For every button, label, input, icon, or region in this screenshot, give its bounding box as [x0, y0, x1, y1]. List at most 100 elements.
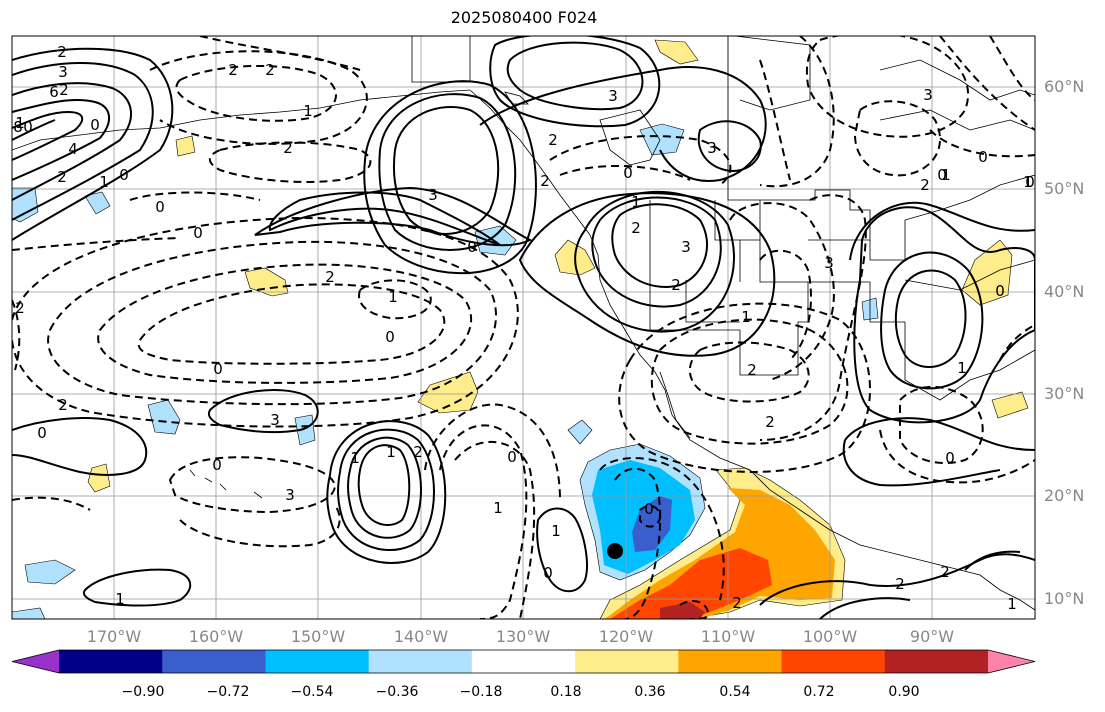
colorbar-tick-label: −0.36: [375, 684, 419, 700]
contour-label: 2: [732, 594, 742, 612]
contour-label: 1: [957, 359, 967, 377]
contour-label: 2: [57, 168, 67, 186]
colorbar-tick-label: −0.54: [290, 684, 334, 700]
colorbar-segment: [781, 650, 886, 673]
contour-label: 2: [940, 563, 950, 581]
lat-label-30n: 30°N: [1044, 384, 1085, 403]
contour-label: 2: [413, 443, 423, 461]
contour-label: 0: [213, 360, 223, 378]
contour-label: 0: [937, 166, 947, 184]
colorbar-segment: [162, 650, 266, 673]
contour-label: 1: [15, 114, 25, 132]
contour-label: 8: [13, 118, 23, 136]
contour-label: 2: [265, 61, 275, 79]
contour-label: 1: [303, 102, 313, 120]
colorbar-segment: [678, 650, 783, 673]
contour-label: 2: [57, 43, 67, 61]
contour-label: 2: [631, 219, 641, 237]
lat-label-10n: 10°N: [1044, 589, 1085, 608]
contour-label: 2: [58, 396, 68, 414]
station-marker: [607, 543, 623, 559]
contour-label: 3: [824, 254, 834, 272]
contour-label: 1: [493, 499, 503, 517]
contour-label: 1: [388, 288, 398, 306]
contour-label: 1: [115, 590, 125, 608]
solid-contours: [12, 36, 1035, 619]
contour-label: 2: [895, 575, 905, 593]
colorbar-outline: [11, 649, 1036, 674]
contour-label: 0: [193, 224, 203, 242]
contour-label: 3: [428, 186, 438, 204]
contour-label: 2: [540, 172, 550, 190]
colorbar-segment: [59, 650, 163, 673]
contour-label: 2: [15, 299, 25, 317]
contour-label: 6: [49, 83, 59, 101]
colorbar-tick-label: 0.36: [634, 684, 666, 700]
contour-label: 0: [945, 449, 955, 467]
colorbar-segment: [265, 650, 370, 673]
contour-label: 4: [68, 140, 78, 158]
contour-label: 0: [37, 424, 47, 442]
lon-label-150w: 150°W: [290, 627, 346, 646]
contour-label: 1: [551, 522, 561, 540]
contour-label: 2: [747, 361, 757, 379]
contour-label: 0: [644, 500, 654, 518]
contour-label: 3: [707, 139, 717, 157]
contour-label: 3: [285, 486, 295, 504]
colorbar-tick-label: 0.72: [803, 684, 835, 700]
map-frame: [11, 35, 1036, 620]
contour-label: 2: [325, 268, 335, 286]
lon-label-120w: 120°W: [598, 627, 654, 646]
contour-label: 2: [228, 61, 238, 79]
lon-label-110w: 110°W: [700, 627, 756, 646]
lon-label-140w: 140°W: [393, 627, 449, 646]
map-plot-area: [12, 36, 1035, 619]
colorbar-segment: [471, 650, 576, 673]
contour-label: 0: [995, 282, 1005, 300]
contour-label: 0: [623, 164, 633, 182]
dashed-contours: [12, 36, 1035, 619]
contour-label: 1: [99, 173, 109, 191]
warm-anomaly-core: [610, 548, 772, 619]
contour-label: 2: [59, 81, 69, 99]
lat-label-50n: 50°N: [1044, 179, 1085, 198]
contour-label: 1: [350, 449, 360, 467]
contour-label: 2: [671, 276, 681, 294]
contour-label: 2: [920, 176, 930, 194]
lon-label-130w: 130°W: [495, 627, 551, 646]
contour-label: 1: [741, 308, 751, 326]
colorbar-segment: [575, 650, 679, 673]
colorbar-extend-high: [988, 650, 1035, 673]
colorbar-segment: [884, 650, 989, 673]
lat-label-40n: 40°N: [1044, 282, 1085, 301]
contour-label: 3: [923, 86, 933, 104]
shaded-anomalies: [12, 39, 1029, 619]
warm-anomaly-peak: [660, 602, 705, 619]
contour-label: 0: [385, 328, 395, 346]
contour-label: 2: [765, 413, 775, 431]
map-title: 2025080400 F024: [450, 8, 598, 27]
colorbar-tick-label: 0.54: [719, 684, 751, 700]
colorbar-segment: [368, 650, 473, 673]
colorbar: [11, 649, 1036, 674]
lon-label-100w: 100°W: [802, 627, 858, 646]
contour-label: 3: [681, 238, 691, 256]
contour-label: 1: [941, 166, 951, 184]
contour-label: 3: [270, 411, 280, 429]
lon-label-160w: 160°W: [188, 627, 244, 646]
contour-label: 0: [155, 198, 165, 216]
lon-label-90w: 90°W: [909, 627, 955, 646]
contour-label: 0: [543, 564, 553, 582]
contour-label: 0: [212, 456, 222, 474]
contour-label: 0: [467, 238, 477, 256]
contour-label: 0: [978, 148, 988, 166]
colorbar-tick-label: −0.90: [121, 684, 165, 700]
cold-anomaly-core: [632, 496, 672, 552]
lat-label-20n: 20°N: [1044, 486, 1085, 505]
contour-label: 0: [90, 116, 100, 134]
contour-label: 1: [1023, 173, 1033, 191]
colorbar-extend-low: [12, 650, 59, 673]
contour-label: 3: [608, 87, 618, 105]
